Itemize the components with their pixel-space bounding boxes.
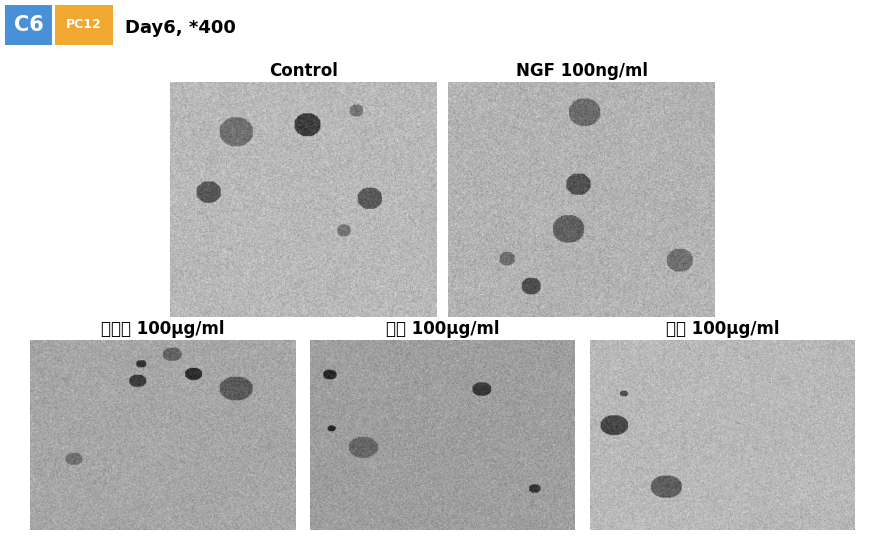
Text: 레모 100μg/ml: 레모 100μg/ml (666, 320, 780, 338)
Text: Control: Control (269, 62, 338, 80)
Text: 토마토 100μg/ml: 토마토 100μg/ml (101, 320, 224, 338)
Text: Day6, *400: Day6, *400 (125, 19, 236, 37)
Text: PC12: PC12 (66, 18, 102, 32)
Text: NGF 100ng/ml: NGF 100ng/ml (515, 62, 648, 80)
Text: C6: C6 (13, 15, 43, 35)
FancyBboxPatch shape (52, 3, 116, 47)
Text: 기장 100μg/ml: 기장 100μg/ml (386, 320, 499, 338)
FancyBboxPatch shape (3, 3, 54, 47)
